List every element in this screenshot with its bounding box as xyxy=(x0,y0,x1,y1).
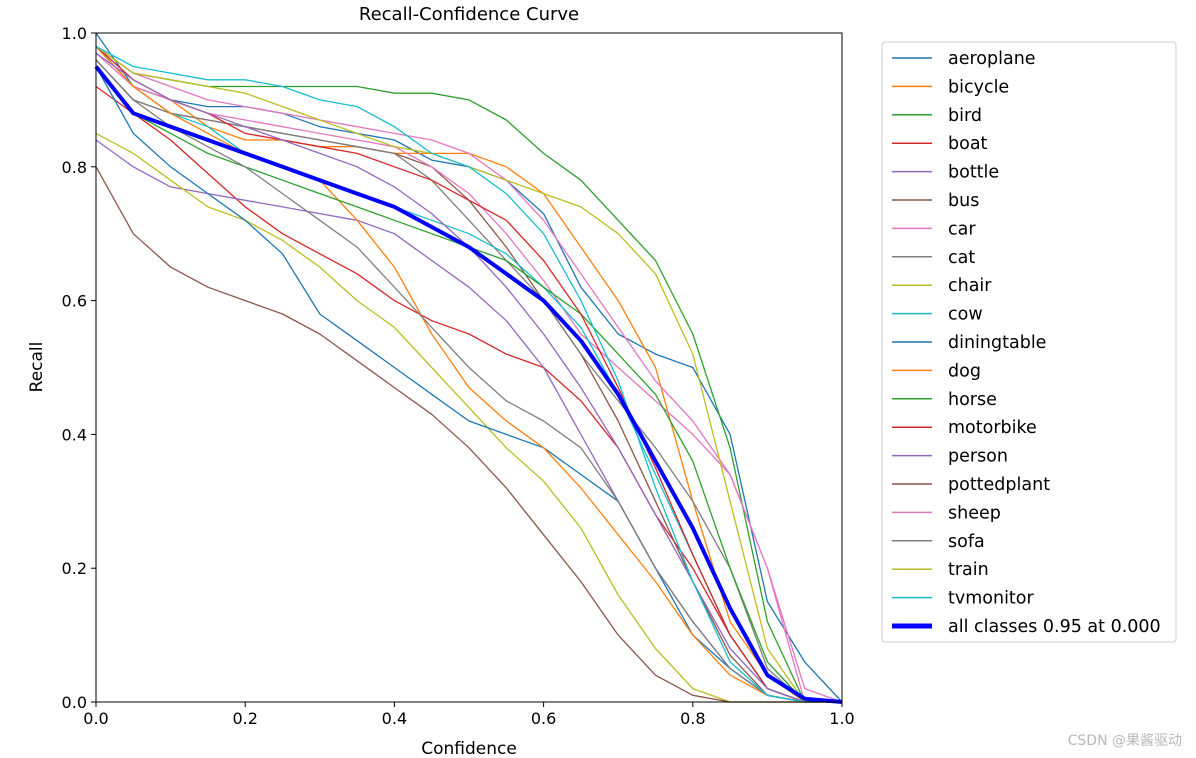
x-ticks: 0.0 0.2 0.4 0.6 0.8 1.0 xyxy=(83,702,855,728)
series-line-tvmonitor xyxy=(95,45,842,703)
legend-label: chair xyxy=(948,276,992,296)
legend-label: train xyxy=(948,560,989,580)
series-line-chair xyxy=(95,132,842,703)
series-line-car xyxy=(95,52,842,703)
legend: aeroplane bicycle bird boat bottle bus car cat c… xyxy=(881,41,1177,643)
y-tick-label: 0.0 xyxy=(62,693,87,712)
chart-title: Recall-Confidence Curve xyxy=(359,4,579,25)
legend-label: sofa xyxy=(948,532,985,552)
x-tick-label: 0.6 xyxy=(531,709,556,728)
series-line-sofa xyxy=(95,59,842,703)
legend-label: person xyxy=(948,447,1008,467)
series-line-pottedplant xyxy=(95,166,842,703)
y-ticks: 0.0 0.2 0.4 0.6 0.8 1.0 xyxy=(62,24,96,712)
series-line-diningtable xyxy=(95,66,842,703)
legend-label: cow xyxy=(948,305,983,325)
x-tick-label: 0.8 xyxy=(680,709,705,728)
legend-label: all classes 0.95 at 0.000 xyxy=(948,617,1161,637)
legend-label: bottle xyxy=(948,163,999,183)
legend-label: bird xyxy=(948,106,982,126)
y-tick-label: 0.4 xyxy=(62,425,87,444)
series-line-all-classes-0-95-at-0-000 xyxy=(94,65,843,704)
legend-label: motorbike xyxy=(948,418,1037,438)
legend-label: aeroplane xyxy=(948,49,1036,69)
legend-label: diningtable xyxy=(948,333,1046,353)
x-tick-label: 0.0 xyxy=(83,709,108,728)
legend-label: boat xyxy=(948,134,988,154)
legend-label: bicycle xyxy=(948,77,1009,97)
series-line-bird xyxy=(95,45,842,703)
plot-frame xyxy=(95,32,843,703)
series-line-cat xyxy=(95,59,842,703)
plot-lines xyxy=(94,32,843,704)
series-line-dog xyxy=(95,45,842,703)
x-tick-label: 1.0 xyxy=(829,709,854,728)
legend-label: pottedplant xyxy=(948,475,1050,495)
x-tick-label: 0.2 xyxy=(232,709,257,728)
legend-frame xyxy=(881,41,1177,643)
legend-label: bus xyxy=(948,191,979,211)
y-tick-label: 1.0 xyxy=(62,24,87,43)
legend-label: tvmonitor xyxy=(948,589,1034,609)
y-axis-label: Recall xyxy=(27,342,47,393)
legend-label: horse xyxy=(948,390,997,410)
series-line-motorbike xyxy=(95,45,842,703)
y-tick-label: 0.8 xyxy=(62,158,87,177)
x-tick-label: 0.4 xyxy=(382,709,407,728)
series-line-boat xyxy=(95,85,842,703)
x-axis-label: Confidence xyxy=(421,739,517,758)
watermark: CSDN @果酱驱动 xyxy=(1067,733,1182,749)
legend-label: car xyxy=(948,219,976,239)
legend-label: cat xyxy=(948,248,975,268)
legend-label: dog xyxy=(948,361,981,381)
y-tick-label: 0.6 xyxy=(62,292,87,311)
series-line-sheep xyxy=(95,45,843,703)
y-tick-label: 0.2 xyxy=(62,559,87,578)
legend-label: sheep xyxy=(948,503,1001,523)
